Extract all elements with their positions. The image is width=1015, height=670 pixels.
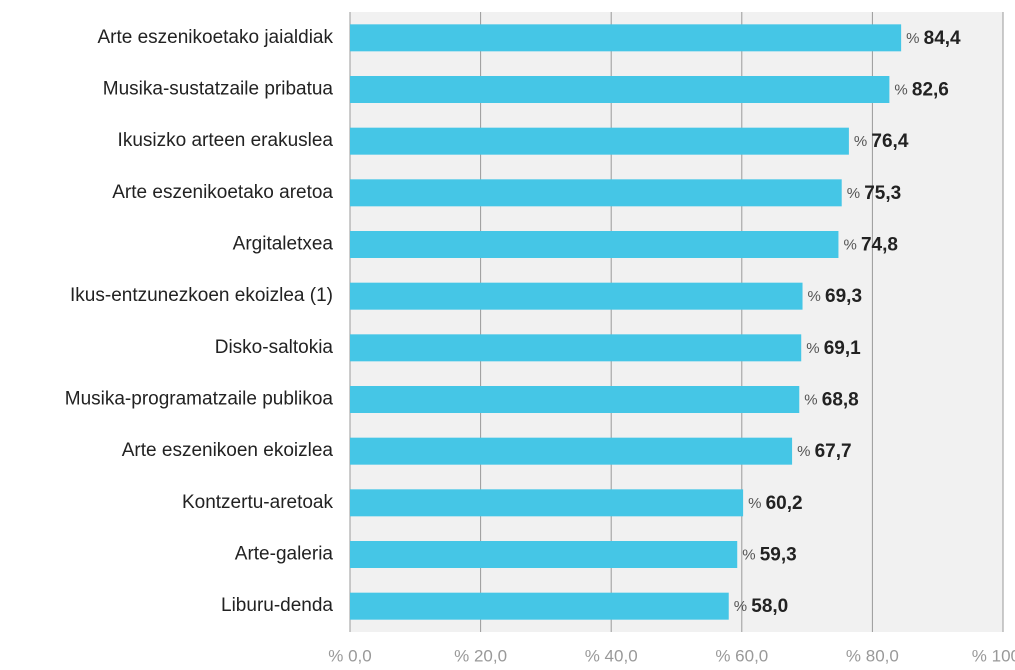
bar [350,76,890,103]
bar [350,334,802,362]
bar [350,592,729,620]
x-tick-label: % 40,0 [585,646,638,665]
y-tick-label: Argitaletxea [233,234,334,255]
y-tick-label: Musika-programatzaile publikoa [65,389,334,410]
y-tick-label: Ikus-entzunezkoen ekoizlea (1) [70,285,333,306]
x-tick-label: % 80,0 [846,646,899,665]
plot-area [350,12,1003,632]
data-label: % 74,8 [843,235,898,256]
data-label: % 59,3 [742,545,797,566]
y-tick-label: Disko-saltokia [215,337,334,358]
y-tick-label: Kontzertu-aretoak [182,492,334,513]
data-label: % 68,8 [804,390,859,411]
y-tick-label: Musika-sustatzaile pribatua [103,79,334,100]
bar [350,127,849,155]
data-label: % 84,4 [906,28,961,49]
bar [350,179,842,207]
data-label: % 60,2 [748,493,803,514]
data-label: % 58,0 [734,596,789,617]
y-tick-label: Liburu-denda [221,595,333,616]
bar [350,231,839,258]
x-tick-label: % 0,0 [328,646,371,665]
data-label: % 69,3 [808,286,863,307]
x-tick-label: % 20,0 [454,646,507,665]
y-tick-label: Arte-galeria [235,544,334,565]
y-tick-label: Arte eszenikoetako jaialdiak [97,27,333,48]
bar [350,282,803,310]
bar [350,386,800,413]
data-label: % 69,1 [806,338,861,359]
data-label: % 75,3 [847,183,902,204]
y-tick-label: Ikusizko arteen erakuslea [118,130,334,151]
bar [350,24,902,52]
data-label: % 67,7 [797,441,852,462]
y-tick-label: Arte eszenikoen ekoizlea [122,440,334,461]
bar [350,541,738,568]
x-tick-label: % 60,0 [715,646,768,665]
x-tick-label: % 100,0 [972,646,1015,665]
data-label: % 76,4 [854,131,909,152]
bar [350,489,744,517]
data-label: % 82,6 [894,80,949,101]
bar [350,437,793,465]
y-tick-label: Arte eszenikoetako aretoa [112,182,333,203]
